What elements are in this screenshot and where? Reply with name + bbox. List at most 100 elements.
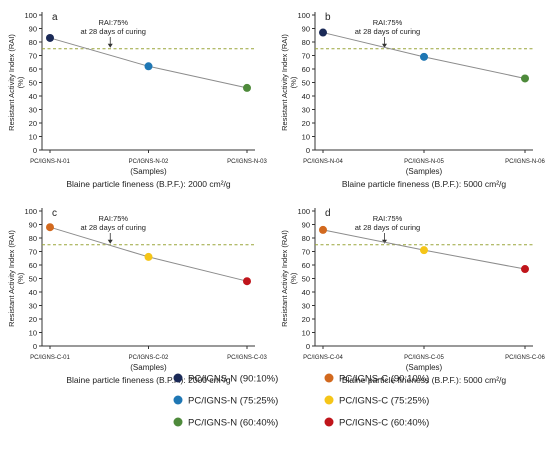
panel-letter: d <box>325 208 331 219</box>
x-tick-label: PC/IGNS-N-05 <box>404 159 444 165</box>
x-tick-label: PC/IGNS-C-02 <box>129 355 169 361</box>
annotation-line-1: RAI:75% <box>373 18 403 27</box>
y-tick-label: 40 <box>29 92 37 101</box>
y-tick-label: 10 <box>29 133 37 142</box>
data-point <box>420 246 428 255</box>
y-tick-label: 10 <box>29 329 37 338</box>
chart-panel-d: 0 10 20 30 40 50 60 70 80 90 100 Resistant Activity… <box>280 207 545 385</box>
annotation-arrow-head <box>107 43 113 48</box>
legend-label: PC/IGNS-C (60:40%) <box>339 418 429 429</box>
annotation-line-2: at 28 days of curing <box>355 223 420 232</box>
x-tick-label: PC/IGNS-N-03 <box>227 159 267 165</box>
legend-label: PC/IGNS-C (75:25%) <box>339 396 429 407</box>
legend-item: PC/IGNS-N (60:40%) <box>173 417 278 429</box>
y-tick-label: 100 <box>297 11 310 20</box>
legend-item: PC/IGNS-C (90:10%) <box>324 373 429 385</box>
y-tick-label: 90 <box>29 221 37 230</box>
panel-letter: b <box>325 12 331 23</box>
y-tick-label: 0 <box>33 342 37 351</box>
x-tick-label: PC/IGNS-C-01 <box>30 355 70 361</box>
data-point <box>319 28 327 37</box>
y-tick-label: 70 <box>29 248 37 257</box>
chart-subtitle: Blaine particle fineness (B.P.F.): 2000 … <box>66 375 231 385</box>
annotation-line-2: at 28 days of curing <box>81 223 146 232</box>
chart-subtitle: Blaine particle fineness (B.P.F.): 2000 … <box>66 179 231 189</box>
y-tick-label: 90 <box>302 25 310 34</box>
annotation-line-1: RAI:75% <box>373 214 403 223</box>
y-tick-label: 0 <box>306 146 310 155</box>
y-tick-label: 100 <box>24 207 37 216</box>
y-tick-label: 80 <box>29 234 37 243</box>
legend-item: PC/IGNS-C (75:25%) <box>324 395 429 407</box>
data-point <box>521 74 529 83</box>
legend-swatch <box>173 417 183 427</box>
y-tick-label: 90 <box>302 221 310 230</box>
legend-label: PC/IGNS-N (90:10%) <box>188 374 278 385</box>
data-point <box>144 62 153 71</box>
y-tick-label: 50 <box>302 275 310 284</box>
chart-subtitle: Blaine particle fineness (B.P.F.): 5000 … <box>342 179 507 189</box>
annotation-line-2: at 28 days of curing <box>355 27 420 36</box>
y-tick-label: 30 <box>302 302 310 311</box>
legend-item: PC/IGNS-N (75:25%) <box>173 395 278 407</box>
x-tick-label: PC/IGNS-N-02 <box>129 159 169 165</box>
y-tick-label: 20 <box>29 315 37 324</box>
chart-panel-b: 0 10 20 30 40 50 60 70 80 90 100 Resistant Activity… <box>280 11 545 189</box>
y-tick-label: 20 <box>29 119 37 128</box>
legend-swatch <box>324 417 334 427</box>
legend-item: PC/IGNS-N (90:10%) <box>173 373 278 385</box>
x-tick-label: PC/IGNS-C-06 <box>505 355 545 361</box>
x-axis-label: (Samples) <box>406 363 443 372</box>
legend: PC/IGNS-N (90:10%) PC/IGNS-C (90:10%) PC/I… <box>173 373 429 429</box>
y-tick-label: 10 <box>302 329 310 338</box>
legend-swatch <box>324 373 334 383</box>
chart-subtitle: Blaine particle fineness (B.P.F.): 5000 … <box>342 375 507 385</box>
y-tick-label: 60 <box>29 261 37 270</box>
data-point <box>243 277 251 286</box>
panel-letter: c <box>52 208 57 219</box>
y-tick-label: 50 <box>29 275 37 284</box>
y-tick-label: 60 <box>302 261 310 270</box>
y-tick-label: 70 <box>302 248 310 257</box>
y-tick-label: 80 <box>302 234 310 243</box>
y-tick-label: 40 <box>302 288 310 297</box>
chart-panel-c: 0 10 20 30 40 50 60 70 80 90 100 Resistant Activity… <box>7 207 267 385</box>
annotation-arrow-head <box>107 239 113 244</box>
y-axis-label: Resistant Activity Index (RAI) <box>280 34 289 131</box>
x-axis-label: (Samples) <box>406 167 443 176</box>
data-point <box>46 223 54 232</box>
legend-swatch <box>324 395 334 405</box>
data-point <box>46 33 54 42</box>
y-tick-label: 40 <box>29 288 37 297</box>
x-tick-label: PC/IGNS-N-06 <box>505 159 545 165</box>
y-tick-label: 80 <box>29 38 37 47</box>
panel-letter: a <box>52 12 58 23</box>
y-tick-label: 50 <box>302 79 310 88</box>
x-tick-label: PC/IGNS-C-04 <box>303 355 343 361</box>
y-axis-unit: (%) <box>289 272 298 284</box>
y-axis-label: Resistant Activity Index (RAI) <box>280 230 289 327</box>
legend-swatch <box>173 373 183 383</box>
y-tick-label: 60 <box>302 65 310 74</box>
y-tick-label: 30 <box>29 302 37 311</box>
x-tick-label: PC/IGNS-N-04 <box>303 159 343 165</box>
y-tick-label: 20 <box>302 315 310 324</box>
legend-label: PC/IGNS-C (90:10%) <box>339 374 429 385</box>
data-point <box>420 52 428 61</box>
y-tick-label: 80 <box>302 38 310 47</box>
y-tick-label: 0 <box>306 342 310 351</box>
y-tick-label: 0 <box>33 146 37 155</box>
data-point <box>319 225 327 234</box>
y-tick-label: 30 <box>29 106 37 115</box>
annotation-arrow-head <box>382 43 387 48</box>
y-tick-label: 10 <box>302 133 310 142</box>
y-axis-unit: (%) <box>289 76 298 88</box>
y-tick-label: 40 <box>302 92 310 101</box>
annotation-line-1: RAI:75% <box>98 18 128 27</box>
y-axis-label: Resistant Activity Index (RAI) <box>7 230 16 327</box>
annotation-line-2: at 28 days of curing <box>81 27 146 36</box>
y-tick-label: 100 <box>24 11 37 20</box>
y-tick-label: 90 <box>29 25 37 34</box>
y-tick-label: 70 <box>302 52 310 61</box>
